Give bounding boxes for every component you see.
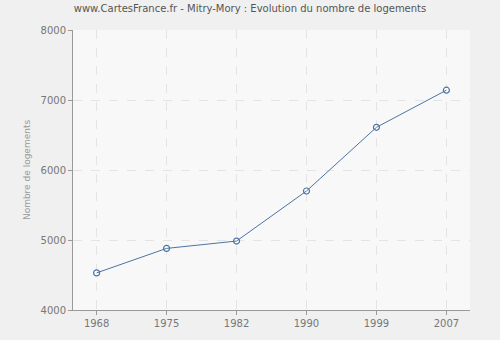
svg-text:5000: 5000 [41,235,66,246]
svg-text:2007: 2007 [434,318,459,329]
svg-text:1990: 1990 [294,318,319,329]
svg-text:6000: 6000 [41,165,66,176]
svg-text:Nombre de logements: Nombre de logements [22,120,32,221]
svg-text:7000: 7000 [41,95,66,106]
svg-text:8000: 8000 [41,25,66,36]
svg-text:4000: 4000 [41,305,66,316]
svg-text:1968: 1968 [84,318,109,329]
svg-text:www.CartesFrance.fr - Mitry-Mo: www.CartesFrance.fr - Mitry-Mory : Evolu… [74,3,427,14]
svg-text:1975: 1975 [154,318,179,329]
svg-text:1999: 1999 [364,318,389,329]
svg-text:1982: 1982 [224,318,249,329]
